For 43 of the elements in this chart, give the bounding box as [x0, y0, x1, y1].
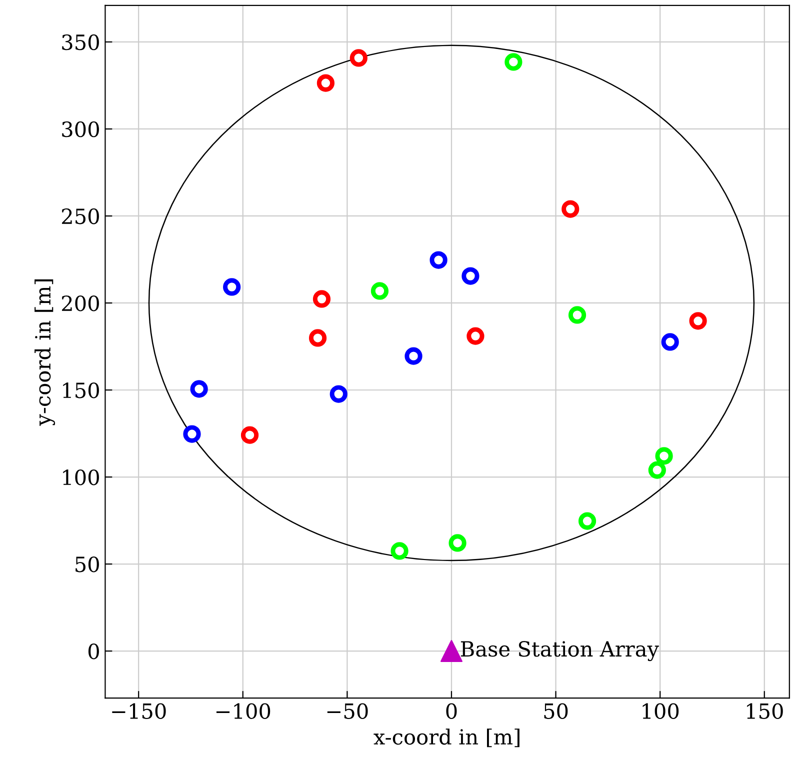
- point: [316, 74, 335, 92]
- y-tick-label: 350: [62, 34, 99, 50]
- x-tick-label: 100: [642, 703, 679, 720]
- point: [330, 385, 348, 403]
- point: [562, 200, 580, 218]
- point: [655, 447, 673, 465]
- point: [689, 312, 707, 330]
- y-tick-label: 50: [76, 556, 99, 572]
- x-tick-label: 50: [544, 703, 568, 720]
- point: [370, 282, 389, 300]
- x-tick-label: −100: [216, 703, 270, 720]
- annotation: Base Station Array: [460, 641, 659, 662]
- point: [448, 534, 466, 552]
- point: [190, 380, 208, 398]
- point: [308, 329, 327, 347]
- point: [504, 53, 522, 71]
- point: [240, 426, 259, 444]
- y-tick-label: 300: [62, 121, 99, 138]
- point: [440, 640, 462, 662]
- point: [390, 542, 408, 560]
- point: [568, 306, 586, 324]
- point: [312, 290, 331, 308]
- y-axis-title: y-coord in [m]: [34, 279, 56, 426]
- point: [350, 49, 368, 67]
- point: [430, 251, 448, 269]
- x-axis-title: x-coord in [m]: [374, 728, 520, 748]
- y-tick-label: 150: [63, 382, 99, 398]
- point: [223, 278, 241, 296]
- point: [183, 425, 201, 443]
- point: [661, 333, 679, 351]
- point: [578, 512, 596, 530]
- y-tick-label: 250: [62, 208, 99, 224]
- point: [648, 461, 666, 479]
- y-tick-label: 200: [62, 295, 99, 312]
- point: [466, 327, 484, 345]
- x-tick-label: −50: [327, 703, 368, 720]
- x-tick-label: −150: [112, 703, 166, 720]
- x-tick-label: 150: [747, 703, 783, 720]
- y-tick-label: 100: [63, 469, 99, 486]
- x-tick-label: 0: [446, 703, 457, 720]
- y-tick-label: 0: [88, 643, 99, 660]
- point: [404, 347, 422, 365]
- point: [462, 267, 480, 285]
